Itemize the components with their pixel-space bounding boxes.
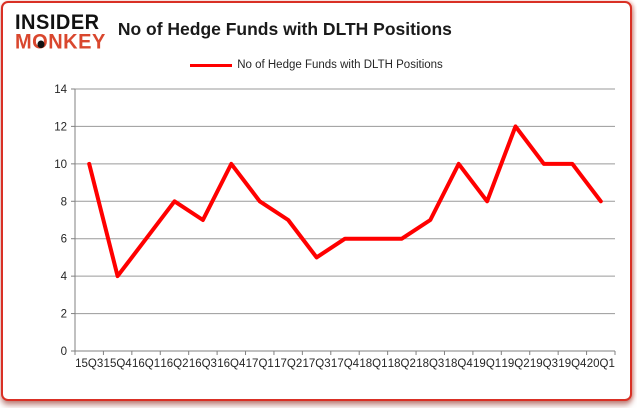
y-tick-label: 8 (61, 196, 67, 208)
x-tick-label: 17Q4 (331, 358, 360, 370)
monkey-face-icon: O (32, 30, 49, 55)
x-tick-label: 20Q1 (587, 358, 615, 370)
x-tick-label: 17Q1 (246, 358, 274, 370)
x-tick-label: 18Q3 (416, 358, 444, 370)
y-tick-label: 4 (61, 271, 68, 283)
x-tick-label: 18Q4 (445, 358, 474, 370)
y-tick-label: 2 (61, 309, 67, 321)
chart-card: INSIDER MONKEY No of Hedge Funds with DL… (1, 1, 632, 401)
series-line (87, 124, 603, 279)
x-tick-label: 16Q2 (160, 358, 188, 370)
x-tick-label: 18Q2 (388, 358, 416, 370)
x-tick-label: 19Q1 (473, 358, 501, 370)
x-tick-label: 17Q2 (274, 358, 302, 370)
y-tick-label: 14 (54, 84, 67, 96)
y-tick-label: 6 (61, 234, 67, 246)
x-tick-label: 16Q3 (189, 358, 217, 370)
y-tick-label: 10 (54, 159, 67, 171)
header: INSIDER MONKEY No of Hedge Funds with DL… (15, 10, 620, 55)
legend: No of Hedge Funds with DLTH Positions (3, 59, 630, 71)
x-tick-label: 16Q1 (132, 358, 160, 370)
x-tick-label: 19Q4 (558, 358, 587, 370)
x-tick-label: 15Q3 (75, 358, 103, 370)
insider-monkey-logo: INSIDER MONKEY (15, 10, 106, 55)
legend-line-swatch-icon (190, 63, 233, 67)
x-tick-label: 15Q4 (104, 358, 133, 370)
chart-title: No of Hedge Funds with DLTH Positions (117, 19, 452, 39)
logo-line-insider: INSIDER (15, 10, 100, 35)
plot-area: 0 2 4 6 8 10 12 14 15Q3 15Q4 16Q1 16Q2 16Q3 16Q4 17Q1 1… (3, 3, 630, 399)
logo-line-monkey: MONKEY (15, 30, 106, 55)
x-tick-label: 17Q3 (303, 358, 331, 370)
x-tick-label: 19Q3 (530, 358, 558, 370)
y-tick-label: 0 (61, 346, 67, 358)
legend-label: No of Hedge Funds with DLTH Positions (237, 59, 443, 71)
x-tick-label: 18Q1 (359, 358, 387, 370)
x-tick-label: 19Q2 (501, 358, 529, 370)
x-tick-label: 16Q4 (217, 358, 246, 370)
y-tick-label: 12 (54, 121, 67, 133)
